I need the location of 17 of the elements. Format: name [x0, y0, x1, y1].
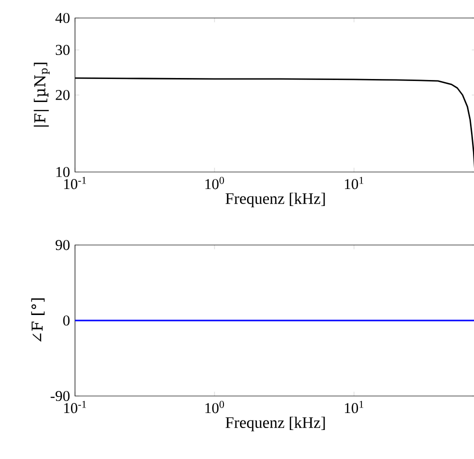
y-tick-label: 90	[56, 240, 70, 250]
y-axis-title: ∠F [°]	[31, 298, 45, 342]
y-tick-label: 20	[56, 90, 70, 100]
x-tick-label: 10$^{-1}$	[64, 400, 86, 414]
y-tick-label: 30	[56, 44, 70, 56]
y-tick-label: 40	[55, 12, 70, 24]
x-tick-label: 10$^{0}$	[205, 176, 224, 190]
x-axis-title: Frequenz [kHz]	[226, 192, 325, 208]
x-tick-label: 10$^{1}$	[344, 400, 364, 414]
y-tick-label: 10	[56, 166, 70, 178]
y-axis-title: |F| [µN$_{p}$]	[34, 62, 50, 127]
y-tick-label: 0	[63, 315, 70, 326]
x-tick-label: 10$^{-1}$	[64, 176, 86, 190]
x-tick-label: 10$^{1}$	[344, 176, 364, 190]
x-tick-label: 10$^{0}$	[205, 400, 224, 414]
x-axis-title: Frequenz [kHz]	[226, 416, 325, 432]
y-tick-label: -90	[50, 390, 70, 402]
